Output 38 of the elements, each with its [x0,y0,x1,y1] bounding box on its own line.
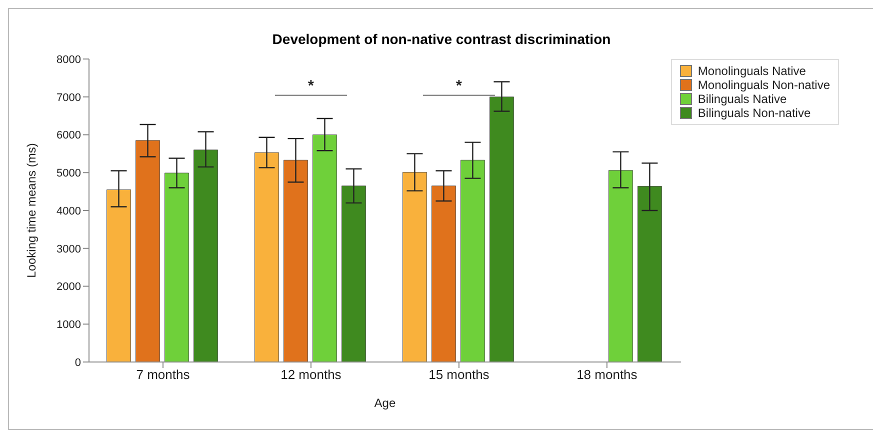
y-tick-label: 5000 [56,168,81,180]
bar [283,160,308,362]
x-axis-title: Age [374,396,396,410]
significance-bracket: * [422,77,495,96]
x-tick-label: 15 months [428,367,490,382]
legend-label: Bilinguals Native [696,92,788,106]
bar [194,150,218,362]
bar [106,189,132,362]
significance-bracket: * [274,77,347,96]
y-tick-label: 1000 [56,319,81,332]
bar [312,134,337,362]
y-tick-label: 2000 [56,281,81,294]
bar [254,152,279,362]
bar [460,160,485,362]
bar [608,170,633,362]
y-tick-label: 6000 [56,130,81,142]
y-tick-label: 3000 [56,243,81,256]
bar [637,186,662,362]
y-tick-label: 4000 [56,205,81,218]
bar [431,186,456,362]
legend-label: Monolinguals Non-native [696,78,830,92]
annotation: * [456,77,462,94]
legend-label: Monolinguals Native [696,64,807,78]
y-tick-label: 0 [74,356,81,369]
x-tick-label: 12 months [280,367,342,382]
annotation: * [308,77,314,94]
y-axis-title: Looking time means (ms) [24,143,38,278]
y-tick-label: 7000 [56,92,81,104]
legend-label: Bilinguals Non-native [696,106,812,120]
y-tick-label: 8000 [56,54,81,66]
bar [402,172,427,362]
x-tick-label: 18 months [576,367,638,382]
x-tick-label: 7 months [136,367,190,382]
bar [341,186,366,362]
chart-title: Development of non-native contrast discrimination [271,31,612,47]
bar [136,140,160,362]
bar [489,96,514,362]
bar [164,172,190,362]
